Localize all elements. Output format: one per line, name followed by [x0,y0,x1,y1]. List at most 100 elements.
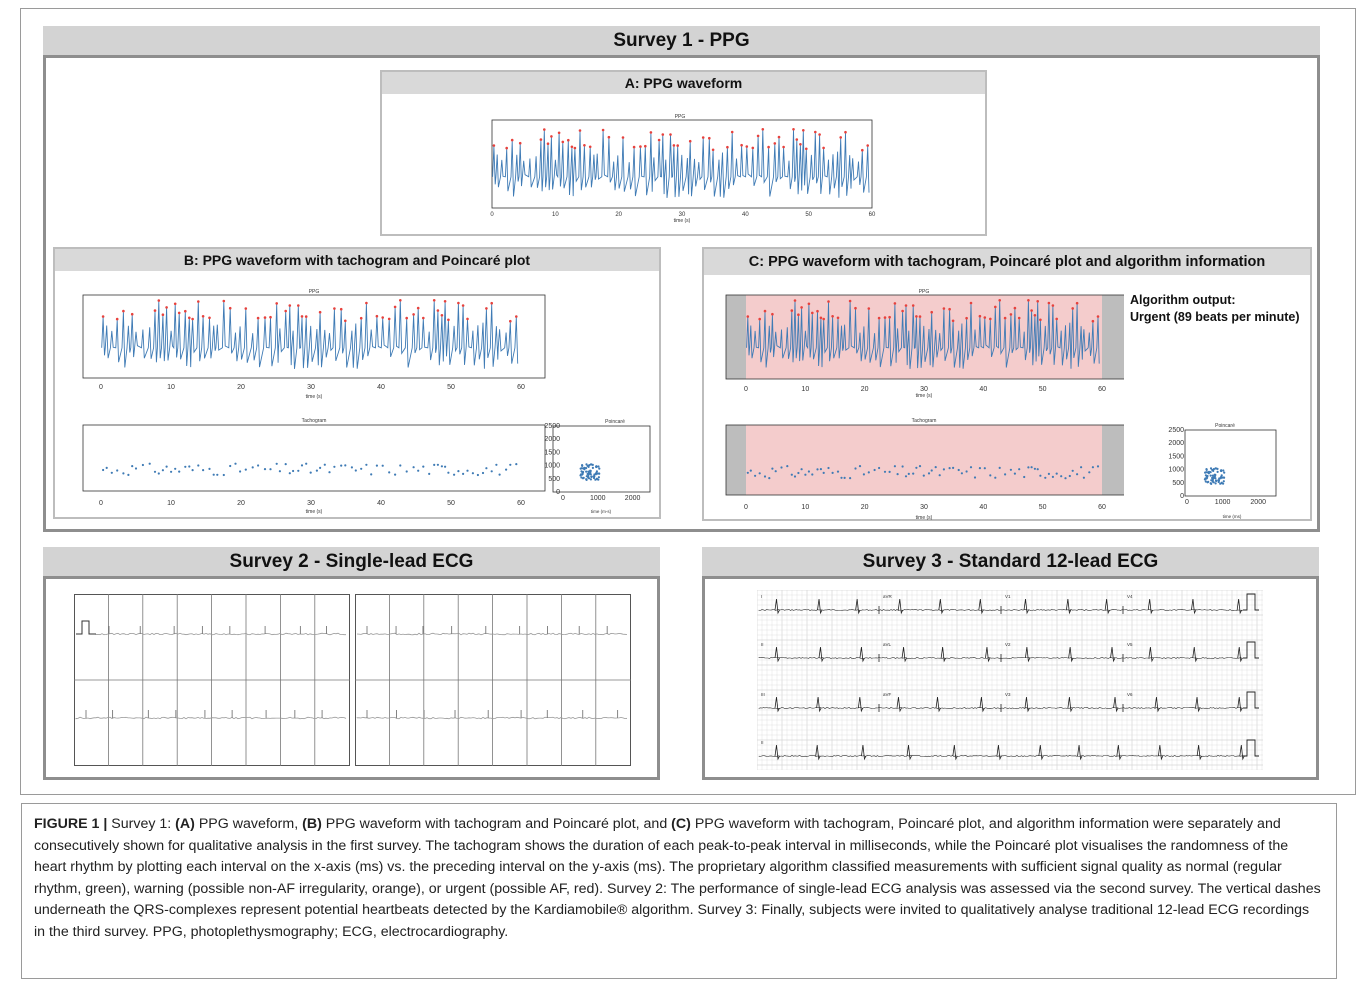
poincare-point [1212,468,1215,471]
peak-marker [184,309,187,313]
x-ticks-b: 0 10 20 30 40 50 60 [99,384,525,391]
panel-b-tacho-title: Tachogram [302,418,327,424]
tachogram-point [819,468,822,471]
poincare-point [1209,471,1212,474]
tachogram-point [161,469,164,472]
lead-label: I [761,594,762,599]
peak-marker [792,128,795,131]
x-tick-label: 10 [801,386,809,393]
lead-label: V6 [1127,692,1133,697]
tachogram-point [873,468,876,472]
poincare-point [595,472,598,475]
tachogram-point [893,465,896,468]
lead-label: aVF [883,692,892,697]
tachogram-point [229,464,232,468]
peak-marker [1013,306,1017,310]
tachogram-point [165,465,168,468]
qrs-complex [940,646,946,663]
tachogram-point [1004,473,1007,476]
peak-marker [836,316,840,320]
peak-marker [676,144,679,147]
tachogram-point [462,472,465,475]
survey2-box [43,576,660,780]
poincare-point [1223,471,1226,474]
poincare-point [581,464,584,467]
poincare-point [1214,482,1217,485]
peak-marker [644,144,647,148]
x-ticks-c: 0 10 20 30 40 50 60 [744,386,1106,393]
panel-c-poincare-xlabel: time (ms) [1223,514,1242,519]
peak-marker [492,144,496,147]
tachogram-point [433,463,436,466]
qrs-complex [1236,598,1243,615]
tachogram-point [297,469,300,472]
panel-b-tacho-xlabel: time (s) [306,509,323,515]
tachogram-point [840,476,843,479]
tachogram-point [412,466,415,469]
qrs-complex [985,646,991,663]
peak-marker [793,299,797,302]
panel-a-plot: PPG 0 10 20 30 40 50 60 time (s) [490,114,876,224]
lead-label: II [761,740,764,745]
panel-c-xlabel: time (s) [916,393,933,399]
survey1-header: Survey 1 - PPG [43,26,1320,56]
peak-marker [333,307,336,310]
poincare-point [1220,474,1223,477]
qrs-complex [896,696,902,713]
tachogram-point [1082,476,1085,479]
peak-marker [848,299,852,303]
tachogram-point [858,465,862,468]
tachogram-point [1076,473,1079,476]
qrs-complex [861,744,867,761]
qrs-complex [815,744,821,761]
tachogram-point [862,473,865,476]
panel-b-title: B: PPG waveform with tachogram and Poinc… [55,249,659,271]
tachogram-point [989,474,992,477]
peak-marker [951,319,955,323]
tachogram-point [422,465,425,468]
peak-marker [773,142,777,145]
peak-marker [1017,316,1021,320]
peak-marker [883,316,887,319]
y-tick-label: 2000 [544,436,560,443]
tachogram-point [768,477,771,480]
peak-marker [827,300,830,303]
peak-marker [228,306,232,310]
peak-marker [819,316,823,320]
tachogram-point [116,469,119,472]
poincare-point [1217,479,1220,482]
qrs-complex [1104,598,1110,615]
peak-marker [711,148,715,152]
tachogram-point [333,465,336,468]
peak-marker [275,302,278,305]
peak-marker [461,304,465,307]
peak-marker [550,135,553,138]
qrs-complex [816,696,822,713]
tachogram-point [763,475,767,478]
peak-marker [1071,307,1074,310]
peak-marker [639,145,642,148]
y-tick-label: 0 [556,489,560,496]
poincare-points-c [1203,467,1226,485]
peak-marker [1075,301,1079,305]
tachogram-point [405,470,408,473]
peak-marker [1027,299,1030,302]
tachogram-point [797,471,800,475]
y-tick-label: 500 [1172,480,1184,487]
peak-marker [758,317,761,321]
peak-marker [244,307,248,310]
tachogram-point [790,473,793,476]
survey2-header: Survey 2 - Single-lead ECG [43,547,660,577]
tachogram-point [453,473,456,476]
poincare-points-b [579,463,601,481]
calibration-pulse [1243,593,1259,611]
x-tick-label: 60 [1098,504,1106,511]
ppg-line [746,301,1100,369]
y-tick-label: 500 [548,476,560,483]
peak-marker [799,143,802,146]
peak-marker [893,302,897,305]
tachogram-point [831,471,834,474]
peak-marker [800,306,803,309]
peak-marker [782,145,785,149]
